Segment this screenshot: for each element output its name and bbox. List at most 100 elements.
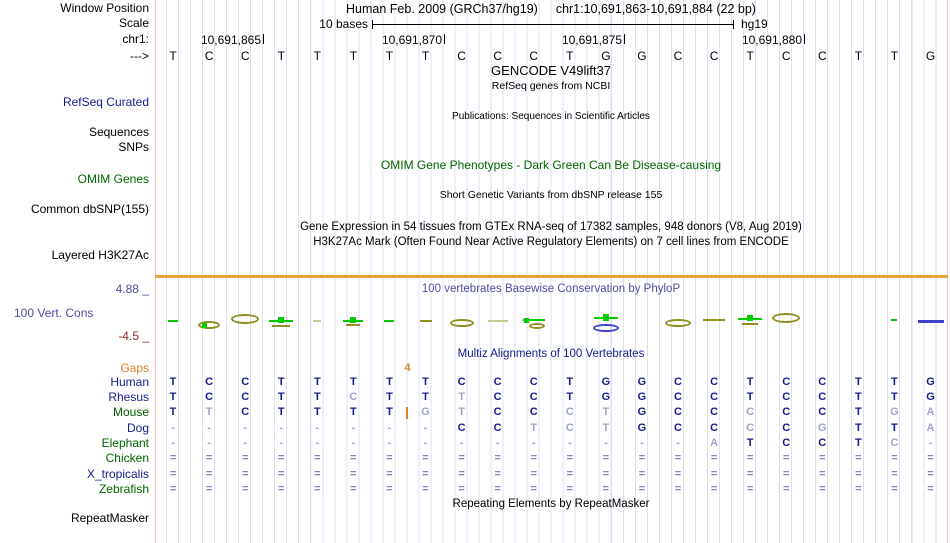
assembly-tag: hg19 <box>741 17 768 31</box>
aln-base-elephant: - <box>171 437 175 449</box>
aln-base-mouse: T <box>313 406 321 418</box>
aln-base-zebrafish: = <box>530 483 537 495</box>
center-line-repeatmasker[interactable]: Repeating Elements by RepeatMasker <box>452 498 650 510</box>
center-line-dbsnp[interactable]: Short Genetic Variants from dbSNP releas… <box>439 189 663 201</box>
aln-base-zebrafish: = <box>314 483 321 495</box>
aln-base-dog: T <box>530 422 538 434</box>
aln-base-chicken: = <box>169 452 177 464</box>
left-label-zebrafish[interactable]: Zebrafish <box>98 482 149 496</box>
left-label-snps[interactable]: SNPs <box>118 140 149 154</box>
aln-base-x-tropicalis: = <box>494 468 501 480</box>
left-label-sequences[interactable]: Sequences <box>88 125 149 139</box>
aln-base-rhesus: T <box>746 391 754 403</box>
aln-base-zebrafish: = <box>602 483 610 495</box>
aln-base-mouse: T <box>458 406 465 418</box>
chrom-tick-bar <box>444 34 445 44</box>
aln-base-mouse: T <box>169 406 177 418</box>
aln-base-human: T <box>277 376 285 388</box>
insertion-marker <box>406 407 409 419</box>
left-label-elephant[interactable]: Elephant <box>101 436 149 450</box>
aln-base-rhesus: T <box>386 391 393 403</box>
aln-base-elephant: - <box>279 437 284 449</box>
aln-base-elephant: C <box>782 437 791 449</box>
aln-base-chicken: = <box>566 452 574 464</box>
track-left-edge-line <box>155 0 156 543</box>
aln-base-chicken: = <box>386 452 393 464</box>
aln-base-mouse: T <box>350 406 357 418</box>
left-label-repeatmasker[interactable]: RepeatMasker <box>70 511 149 525</box>
center-line-gencode[interactable]: GENCODE V49lift37 <box>491 63 611 78</box>
aln-base-human: T <box>313 376 321 388</box>
aln-base-rhesus: C <box>205 391 214 403</box>
left-label-common-dbsnp-155[interactable]: Common dbSNP(155) <box>30 202 149 216</box>
aln-base-chicken: = <box>422 452 429 464</box>
center-line-gtex[interactable]: Gene Expression in 54 tissues from GTEx … <box>300 221 802 233</box>
aln-base-zebrafish: = <box>855 483 862 495</box>
aln-base-rhesus: C <box>818 391 827 403</box>
aln-base-human: G <box>637 376 647 388</box>
cons-glyph-dash <box>703 319 726 321</box>
aln-base-human: T <box>746 376 754 388</box>
cons-glyph-rect <box>524 318 530 323</box>
scale-bar-left-tick <box>372 20 373 29</box>
aln-base-elephant: A <box>710 437 719 449</box>
center-line-publications[interactable]: Publications: Sequences in Scientific Ar… <box>452 111 650 122</box>
ref-base: T <box>854 49 863 63</box>
left-label-gaps[interactable]: Gaps <box>120 361 149 375</box>
aln-base-human: G <box>926 376 935 388</box>
chrom-tick-bar <box>263 34 264 44</box>
chrom-tick-label: 10,691,870 <box>381 33 442 47</box>
aln-base-elephant: T <box>746 437 754 449</box>
left-label-rhesus[interactable]: Rhesus <box>108 390 149 404</box>
left-label-: ---> <box>130 49 149 63</box>
center-line-omim[interactable]: OMIM Gene Phenotypes - Dark Green Can Be… <box>380 158 722 172</box>
aln-base-human: T <box>350 376 357 388</box>
aln-base-mouse: T <box>277 406 285 418</box>
aln-base-dog: T <box>891 422 898 434</box>
chrom-tick-label: 10,691,875 <box>561 33 622 47</box>
center-line-h3k27ac[interactable]: H3K27Ac Mark (Often Found Near Active Re… <box>313 236 789 248</box>
aln-base-x-tropicalis: = <box>350 468 357 480</box>
aln-base-rhesus: C <box>710 391 719 403</box>
ref-base: T <box>385 49 394 63</box>
cons-glyph-dash <box>891 319 898 321</box>
aln-base-human: C <box>205 376 214 388</box>
left-label-omim-genes[interactable]: OMIM Genes <box>77 172 149 186</box>
aln-base-human: C <box>241 376 250 388</box>
aln-base-mouse: G <box>890 406 899 418</box>
ref-base: G <box>601 49 611 63</box>
center-line-refseq-ncbi[interactable]: RefSeq genes from NCBI <box>491 80 611 92</box>
left-label-chicken[interactable]: Chicken <box>105 451 149 465</box>
left-label-layered-h3k27ac[interactable]: Layered H3K27Ac <box>51 248 149 262</box>
aln-base-chicken: = <box>746 452 754 464</box>
aln-base-rhesus: C <box>349 391 358 403</box>
scale-bar-line <box>372 24 733 25</box>
left-label-mouse[interactable]: Mouse <box>112 405 149 419</box>
aln-base-human: T <box>566 376 574 388</box>
layered-h3k27ac-signal-bar[interactable] <box>155 275 948 278</box>
aln-base-mouse: C <box>565 406 574 418</box>
left-label-human[interactable]: Human <box>110 375 149 389</box>
aln-base-chicken: = <box>927 452 934 464</box>
aln-base-mouse: A <box>926 406 935 418</box>
aln-base-x-tropicalis: = <box>674 468 682 480</box>
aln-base-rhesus: G <box>637 391 647 403</box>
aln-base-human: C <box>529 376 538 388</box>
ref-base: G <box>637 49 647 63</box>
left-label-dog[interactable]: Dog <box>126 421 149 435</box>
aln-base-elephant: C <box>890 437 899 449</box>
ref-base: T <box>277 49 285 63</box>
aln-base-x-tropicalis: = <box>386 468 393 480</box>
vert-cons-track-name[interactable]: 100 Vert. Cons <box>14 306 94 320</box>
aln-base-human: G <box>601 376 611 388</box>
aln-base-x-tropicalis: = <box>241 468 249 480</box>
aln-base-rhesus: G <box>601 391 611 403</box>
center-line-multiz[interactable]: Multiz Alignments of 100 Vertebrates <box>457 348 645 360</box>
cons-glyph-ellipse <box>231 314 260 324</box>
cons-glyph-ellipse <box>665 319 691 327</box>
center-line-phylop[interactable]: 100 vertebrates Basewise Conservation by… <box>421 283 681 295</box>
left-label-refseq-curated[interactable]: RefSeq Curated <box>62 95 149 109</box>
left-label-x-tropicalis[interactable]: X_tropicalis <box>86 467 149 481</box>
aln-base-human: T <box>386 376 393 388</box>
aln-base-dog: - <box>243 422 247 434</box>
